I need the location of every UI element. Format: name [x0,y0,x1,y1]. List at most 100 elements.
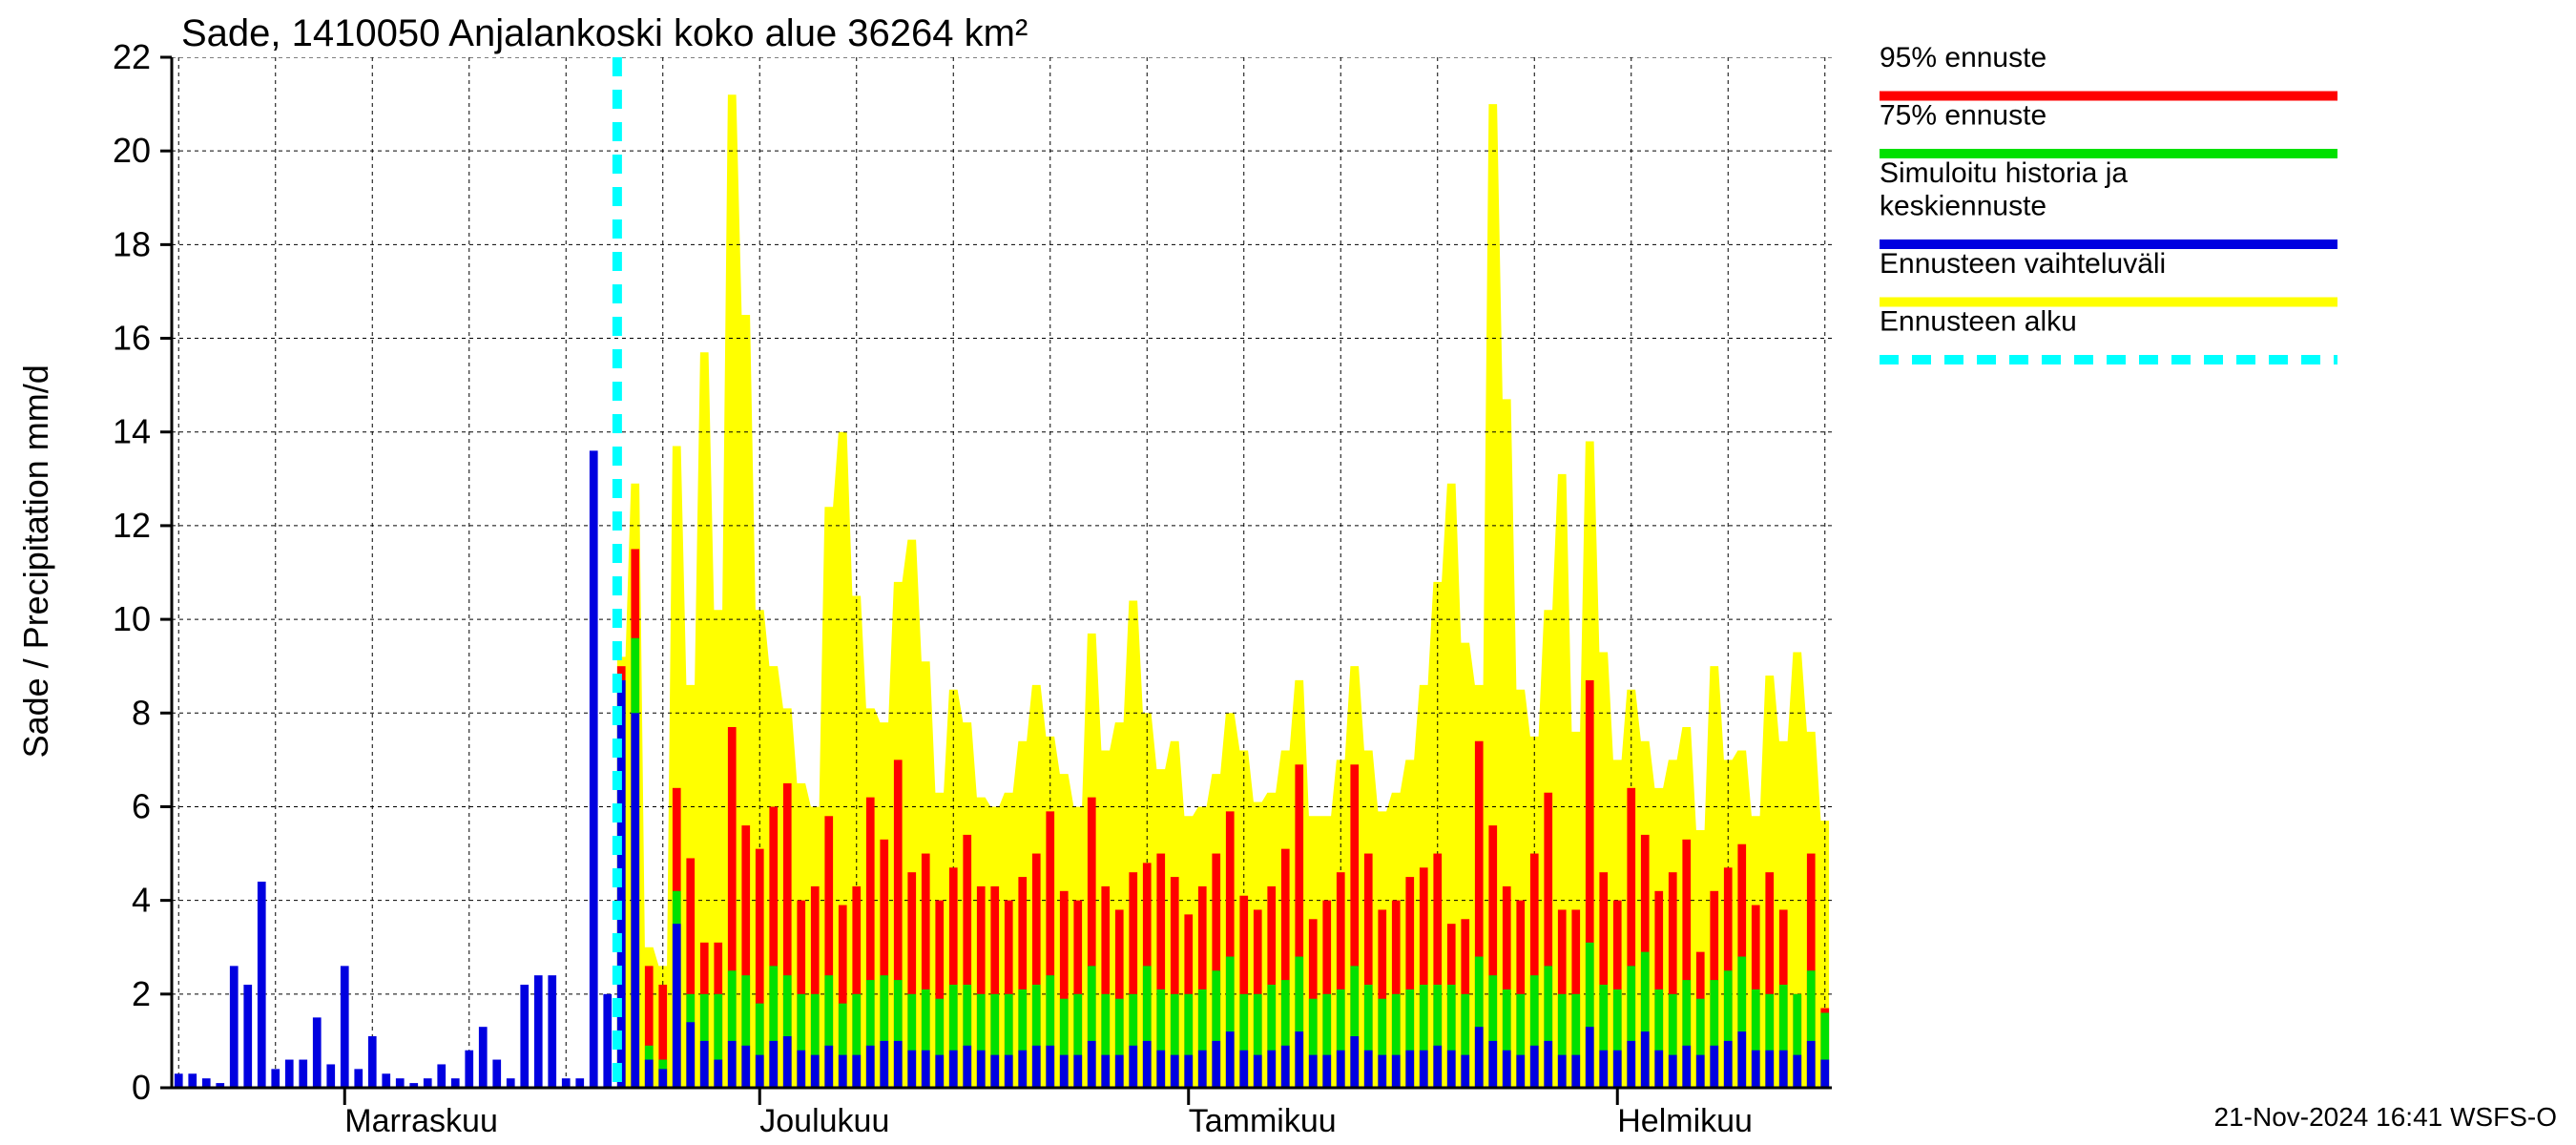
forecast-bar-central [1254,1055,1262,1088]
forecast-bar-central [1807,1041,1816,1088]
forecast-bar-central [1737,1031,1746,1088]
legend-label: Ennusteen vaihteluväli [1880,248,2166,280]
forecast-bar-central [1475,1027,1484,1088]
forecast-bar-central [1544,1041,1552,1088]
forecast-bar-central [1322,1055,1331,1088]
history-bar [548,975,556,1088]
forecast-bar-central [741,1046,750,1088]
forecast-bar-central [852,1055,861,1088]
y-tick-label: 6 [132,786,151,825]
forecast-bar-central [1752,1051,1760,1088]
history-bar [479,1027,488,1088]
history-bar [326,1064,335,1088]
y-tick-label: 2 [132,974,151,1013]
forecast-bar-central [1447,1051,1456,1088]
forecast-bar-central [1337,1051,1345,1088]
forecast-bar-central [728,1041,737,1088]
forecast-bar-central [949,1051,958,1088]
forecast-bar-central [769,1041,778,1088]
forecast-bar-central [1654,1051,1663,1088]
legend-label: Ennusteen alku [1880,306,2077,338]
forecast-bar-central [1226,1031,1235,1088]
forecast-bar-central [1627,1041,1635,1088]
forecast-bar-central [1571,1055,1580,1088]
forecast-bar-central [1669,1055,1677,1088]
forecast-bar-central [1239,1051,1248,1088]
history-bar [354,1069,363,1088]
forecast-bar-central [963,1046,971,1088]
forecast-bar-central [1641,1031,1650,1088]
x-tick-label-2: 2025 [1189,1141,1261,1145]
forecast-bar-central [658,1069,667,1088]
forecast-bar-central [673,924,681,1088]
forecast-bar-central [645,1060,654,1088]
y-tick-label: 0 [132,1068,151,1107]
forecast-bar-central [797,1051,805,1088]
forecast-bar-central [824,1046,833,1088]
forecast-bar-central [1073,1055,1082,1088]
forecast-bar-central [686,1022,695,1088]
forecast-bar-central [714,1060,722,1088]
history-bar [271,1069,280,1088]
legend-label: 95% ennuste [1880,42,2046,73]
x-tick-label-2: December [759,1141,909,1145]
legend-label: Simuloitu historia ja [1880,157,2128,189]
forecast-bar-central [935,1055,944,1088]
forecast-bar-central [756,1055,764,1088]
y-tick-label: 8 [132,693,151,732]
forecast-bar-central [1516,1055,1525,1088]
x-tick-label-2: February [1617,1141,1747,1145]
forecast-bar-central [1503,1051,1511,1088]
forecast-bar-central [1820,1060,1829,1088]
y-tick-label: 16 [113,319,151,358]
forecast-bar-central [1032,1046,1041,1088]
y-tick-label: 20 [113,131,151,170]
forecast-bar-central [866,1046,875,1088]
forecast-bar-central [1378,1055,1386,1088]
y-tick-label: 10 [113,599,151,638]
history-bar [520,985,529,1088]
forecast-bar-central [839,1055,847,1088]
x-tick-label-1: Helmikuu [1617,1103,1753,1139]
forecast-bar-central [1530,1046,1539,1088]
y-tick-label: 22 [113,37,151,76]
forecast-bar-central [1613,1051,1622,1088]
y-tick-label: 14 [113,412,151,451]
forecast-bar-central [1018,1051,1027,1088]
forecast-bar-central [1198,1051,1207,1088]
forecast-bar-central [811,1055,820,1088]
history-bar [492,1060,501,1088]
y-axis-label: Sade / Precipitation mm/d [16,364,55,758]
forecast-bar-central [1765,1051,1774,1088]
forecast-bar-central [700,1041,709,1088]
history-bar [299,1060,307,1088]
legend-label: keskiennuste [1880,191,2046,222]
y-tick-label: 4 [132,881,151,920]
forecast-bar-central [894,1041,903,1088]
footer-timestamp: 21-Nov-2024 16:41 WSFS-O [2214,1102,2558,1132]
history-bar [258,882,266,1088]
x-tick-label-1: Joulukuu [759,1103,889,1139]
forecast-bar-central [1267,1051,1276,1088]
forecast-bar-central [1364,1051,1373,1088]
forecast-bar-central [1599,1051,1608,1088]
forecast-bar-central [1088,1041,1096,1088]
forecast-bar-central [1586,1027,1594,1088]
forecast-bar-central [1060,1055,1069,1088]
forecast-bar-central [1420,1051,1428,1088]
forecast-bar-central [1129,1046,1137,1088]
forecast-bar-central [880,1041,888,1088]
forecast-bar-central [990,1055,999,1088]
forecast-bar-central [1558,1055,1567,1088]
history-bar [382,1073,390,1088]
forecast-bar-central [783,1036,792,1088]
forecast-bar-central [1710,1046,1718,1088]
forecast-bar-central [1184,1055,1193,1088]
forecast-bar-central [1779,1051,1788,1088]
history-bar [341,966,349,1088]
x-tick-label-2: 2024 [344,1141,417,1145]
forecast-bar-central [1212,1041,1220,1088]
forecast-bar-central [1281,1046,1290,1088]
history-bar [175,1073,183,1088]
history-bar [243,985,252,1088]
